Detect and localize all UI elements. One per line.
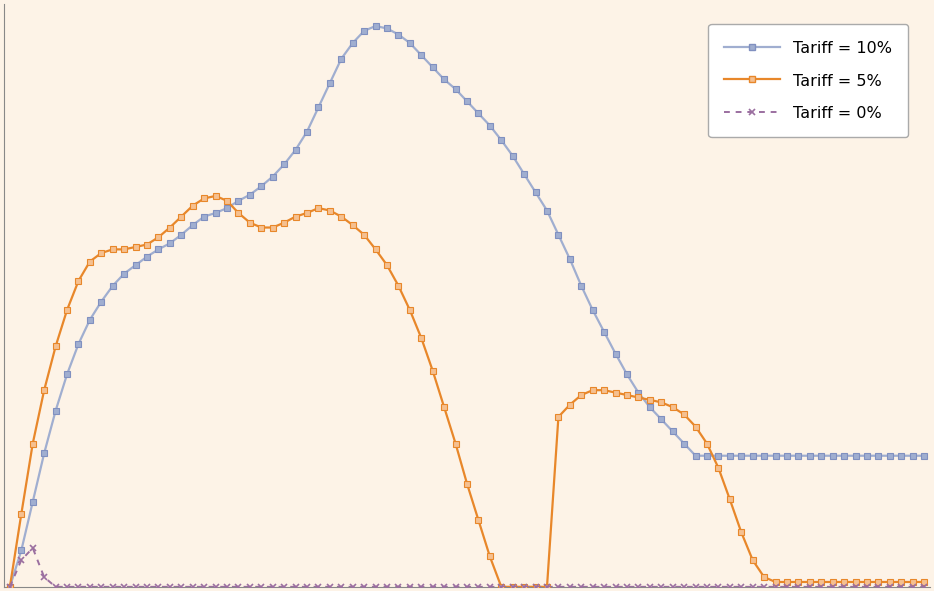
Legend: Tariff = 10%, Tariff = 5%, Tariff = 0%: Tariff = 10%, Tariff = 5%, Tariff = 0% bbox=[708, 24, 908, 138]
